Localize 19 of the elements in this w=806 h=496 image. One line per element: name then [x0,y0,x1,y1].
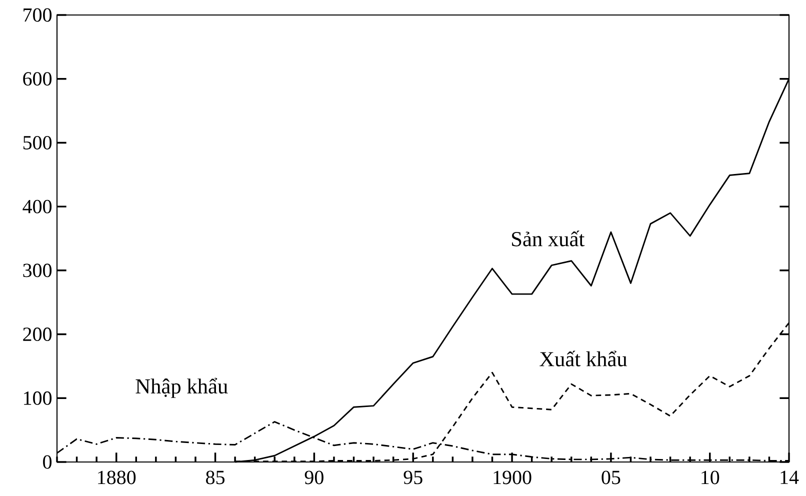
series-label: Xuất khẩu [540,350,628,366]
series-label: Nhập khẩu [136,378,228,398]
y-tick-label: 0 [43,455,52,469]
x-tick-label: 1880 [98,470,136,484]
series-label: Sản xuất [512,230,585,246]
x-tick-label: 14 [780,470,799,484]
x-tick-label: 05 [602,470,620,484]
y-tick-label: 600 [23,72,52,86]
x-tick-label: 90 [304,470,324,484]
x-tick-label: 95 [404,470,422,484]
x-tick-label: 85 [206,470,224,484]
y-tick-label: 200 [23,328,52,342]
y-tick-label: 400 [22,200,52,214]
y-tick-label: 300 [23,264,52,278]
y-tick-label: 700 [24,8,52,22]
x-tick-label: 1900 [494,470,532,484]
y-tick-label: 500 [23,136,52,150]
y-tick-label: 100 [24,391,52,405]
x-tick-label: 10 [702,470,720,484]
